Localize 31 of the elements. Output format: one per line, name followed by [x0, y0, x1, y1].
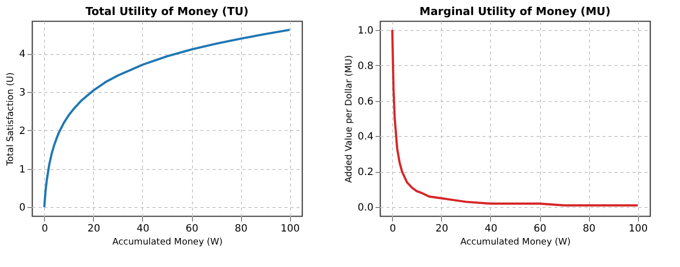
y-tick-label: 4 — [19, 49, 26, 60]
y-axis-title: Total Satisfaction (U) — [6, 72, 16, 167]
x-tick-label: 0 — [42, 224, 48, 234]
line-series — [391, 28, 639, 206]
y-axis-title: Added Value per Dollar (MU) — [344, 55, 355, 183]
y-tick-label: 1.0 — [358, 25, 374, 36]
x-tick-label: 40 — [136, 224, 150, 234]
y-tick-label: 0.6 — [358, 96, 374, 108]
y-tick-label: 0.2 — [358, 167, 374, 178]
x-axis-title: Accumulated Money (W) — [460, 238, 571, 248]
x-tick-label: 100 — [280, 224, 300, 234]
x-tick-label: 20 — [435, 224, 448, 234]
y-tick-label: 3 — [19, 88, 26, 99]
x-axis-title: Accumulated Money (W) — [112, 238, 223, 248]
x-tick-label: 20 — [87, 224, 100, 234]
y-tick-label: 0.8 — [358, 60, 374, 72]
x-tick-label: 60 — [186, 224, 198, 234]
y-tick-label: 2 — [19, 126, 26, 137]
x-tick-label: 40 — [484, 224, 498, 234]
y-tick-label: 0 — [19, 202, 26, 214]
x-tick-label: 80 — [234, 224, 248, 234]
line-series — [43, 28, 291, 208]
y-tick-label: 1 — [19, 164, 26, 176]
x-tick-label: 0 — [390, 224, 396, 234]
y-tick-label: 0.0 — [358, 202, 374, 214]
x-tick-label: 80 — [582, 224, 596, 234]
chart-title: Total Utility of Money (TU) — [85, 5, 249, 18]
chart-title: Marginal Utility of Money (MU) — [420, 5, 610, 18]
x-tick-label: 100 — [628, 224, 648, 234]
x-tick-label: 60 — [534, 224, 546, 234]
y-tick-label: 0.4 — [358, 132, 374, 143]
